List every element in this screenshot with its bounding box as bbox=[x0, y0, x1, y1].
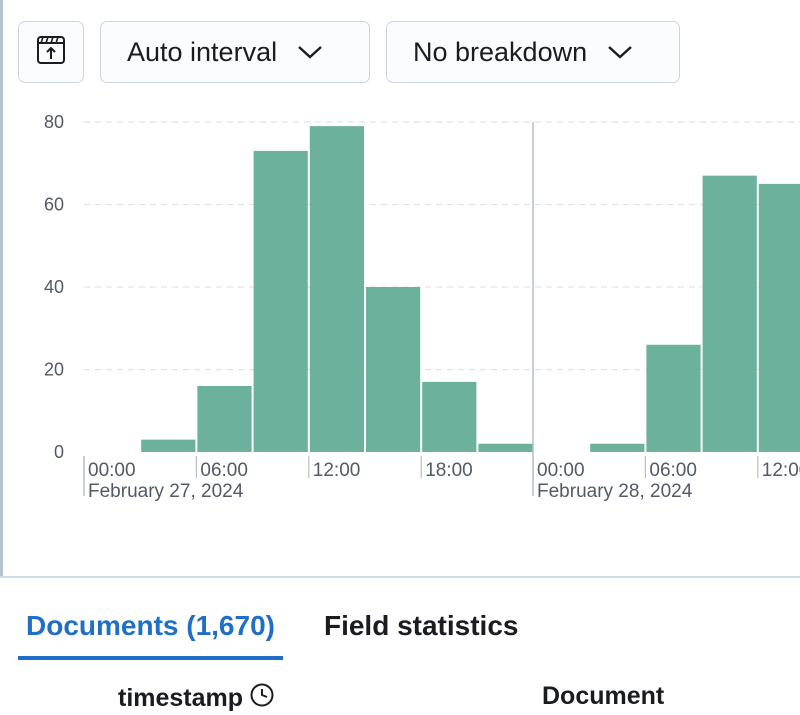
x-date-label: February 28, 2024 bbox=[537, 481, 693, 502]
histogram-bar bbox=[646, 344, 701, 452]
chart-toolbar: Auto interval No breakdown bbox=[18, 20, 680, 84]
column-header-timestamp[interactable]: timestamp bbox=[118, 682, 275, 715]
x-tick-label: 06:00 bbox=[649, 460, 697, 481]
y-tick-label: 80 bbox=[44, 112, 64, 132]
x-date-label: February 27, 2024 bbox=[88, 481, 244, 502]
x-tick-label: 00:00 bbox=[537, 460, 585, 481]
clock-icon bbox=[249, 682, 275, 715]
interval-label: Auto interval bbox=[127, 36, 278, 67]
column-header-timestamp-label: timestamp bbox=[118, 684, 244, 712]
section-divider bbox=[0, 576, 800, 578]
histogram-bar bbox=[478, 443, 533, 452]
x-tick-label: 12:00 bbox=[313, 460, 361, 481]
y-tick-label: 60 bbox=[44, 195, 64, 215]
column-header-document-label: Document bbox=[542, 682, 665, 710]
chevron-down-icon bbox=[297, 44, 323, 60]
x-tick-label: 18:00 bbox=[425, 460, 473, 481]
histogram-bar bbox=[702, 175, 757, 452]
panel-left-border bbox=[0, 0, 3, 578]
chart-panel-toggle-icon bbox=[36, 35, 66, 70]
results-tabs: Documents (1,670) Field statistics bbox=[18, 598, 526, 660]
histogram-bar bbox=[197, 386, 252, 452]
breakdown-label: No breakdown bbox=[413, 36, 588, 67]
x-tick-label: 06:00 bbox=[200, 460, 248, 481]
y-tick-label: 40 bbox=[44, 277, 64, 297]
chart-toggle-button[interactable] bbox=[18, 21, 84, 83]
histogram-bar bbox=[309, 126, 364, 452]
interval-dropdown[interactable]: Auto interval bbox=[100, 21, 370, 83]
histogram-bar bbox=[253, 150, 308, 452]
tab-documents[interactable]: Documents (1,670) bbox=[18, 598, 283, 660]
histogram-bar bbox=[141, 439, 196, 452]
x-tick-label: 00:00 bbox=[88, 460, 136, 481]
y-tick-label: 0 bbox=[54, 442, 64, 462]
chevron-down-icon bbox=[607, 44, 633, 60]
column-header-document[interactable]: Document bbox=[542, 682, 664, 711]
histogram-chart: 0 20 40 60 80 00:00 06:00 12:00 18:00 00:00 06:00 1… bbox=[44, 112, 800, 502]
breakdown-dropdown[interactable]: No breakdown bbox=[386, 21, 680, 83]
histogram-bar bbox=[422, 381, 477, 452]
x-tick-label: 12:00 bbox=[762, 460, 800, 481]
tab-field-statistics[interactable]: Field statistics bbox=[323, 610, 519, 641]
y-tick-label: 20 bbox=[44, 360, 64, 380]
histogram-bar bbox=[590, 443, 645, 452]
histogram-bar bbox=[366, 287, 421, 452]
histogram-bar bbox=[758, 183, 800, 452]
